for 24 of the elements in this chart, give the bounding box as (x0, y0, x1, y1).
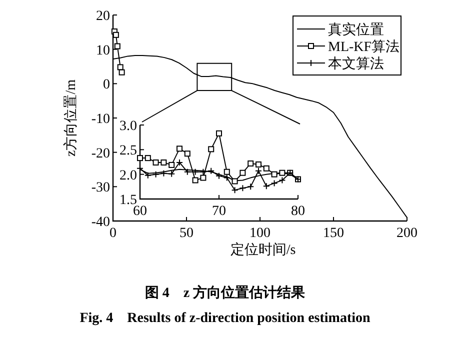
legend-label: ML-KF算法 (328, 39, 400, 55)
y-tick-label: 3.0 (120, 119, 137, 134)
y-tick-label: -40 (91, 215, 110, 230)
y-tick-label: -30 (91, 180, 110, 196)
y-tick-label: -20 (91, 146, 110, 162)
y-tick-label: 20 (96, 9, 110, 24)
y-tick-label: 2.0 (120, 168, 137, 184)
x-tick-label: 70 (212, 204, 226, 219)
x-tick-label: 60 (133, 204, 147, 219)
x-tick-label: 50 (180, 226, 194, 241)
text: Fig. 4 Results of z-direction position estimation (80, 311, 371, 326)
y-tick-label: 2.5 (120, 144, 137, 159)
legend-label: 真实位置 (328, 22, 384, 38)
x-tick-label: 200 (396, 226, 418, 241)
x-axis-title: 定位时间/s (230, 242, 296, 258)
y-axis-title: z方向位置/m (63, 79, 79, 156)
x-tick-label: 80 (291, 204, 305, 219)
x-tick-label: 150 (323, 226, 344, 241)
text: 图 4 z 方向位置估计结果 (144, 284, 306, 301)
y-tick-label: -10 (91, 112, 110, 127)
x-tick-label: 100 (250, 226, 270, 241)
y-tick-label: 0 (103, 78, 110, 93)
y-tick-label: 10 (96, 43, 110, 58)
legend-label: 本文算法 (328, 56, 384, 72)
